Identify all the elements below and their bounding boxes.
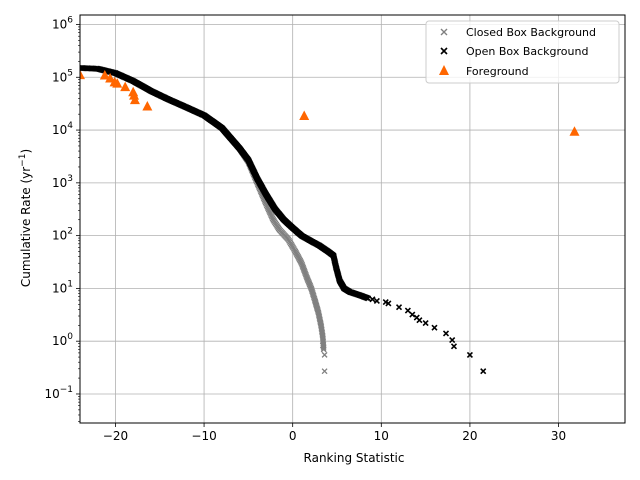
open-box-point xyxy=(373,297,380,304)
series-open-box-background xyxy=(80,64,487,375)
open-box-point xyxy=(364,295,372,302)
y-tick-label: 100 xyxy=(52,332,73,348)
y-tick-label: 103 xyxy=(52,174,73,190)
foreground-point xyxy=(569,126,580,136)
x-tick-label: 0 xyxy=(289,429,297,443)
closed-box-point xyxy=(321,368,328,375)
legend-item-closed-box: Closed Box Background xyxy=(440,26,596,39)
legend-marker-foreground xyxy=(439,65,449,75)
open-box-point xyxy=(449,337,456,344)
foreground-point xyxy=(299,110,310,120)
x-tick-label: 20 xyxy=(462,429,477,443)
x-axis-ticks: −20 −10 0 10 20 30 xyxy=(103,423,566,443)
closed-box-point xyxy=(321,351,328,358)
y-axis-ticks: 10−1 100 101 102 103 104 105 106 xyxy=(44,16,80,422)
open-box-point xyxy=(416,317,423,324)
legend-label-open-box: Open Box Background xyxy=(466,45,588,58)
open-box-point xyxy=(431,324,438,331)
open-box-point xyxy=(385,300,392,307)
axes-frame xyxy=(79,14,626,424)
open-box-point xyxy=(395,304,403,311)
legend-marker-closed-box xyxy=(440,28,448,36)
open-box-point xyxy=(404,307,411,314)
y-axis-label-text: Cumulative Rate (yr xyxy=(19,167,33,287)
legend-box xyxy=(425,20,620,84)
foreground-point xyxy=(129,90,140,100)
x-tick-label: 10 xyxy=(374,429,389,443)
legend: Closed Box Background Open Box Backgroun… xyxy=(425,20,620,84)
open-box-point xyxy=(369,296,376,303)
y-tick-label: 10−1 xyxy=(44,385,73,401)
x-tick-label: −10 xyxy=(191,429,216,443)
legend-marker-open-box xyxy=(440,47,448,55)
legend-item-open-box: Open Box Background xyxy=(440,45,588,58)
open-box-point xyxy=(422,320,429,327)
foreground-point xyxy=(120,81,131,92)
foreground-point xyxy=(99,70,110,80)
closed-box-point xyxy=(319,342,326,349)
y-axis-label: Cumulative Rate (yr−1) xyxy=(18,149,33,287)
y-tick-label: 105 xyxy=(52,68,73,84)
open-box-point xyxy=(409,311,416,318)
open-box-point xyxy=(450,343,458,350)
legend-label-closed-box: Closed Box Background xyxy=(466,26,596,39)
y-tick-label: 104 xyxy=(52,121,73,137)
foreground-point xyxy=(105,72,116,83)
y-axis-label-close: ) xyxy=(19,149,33,154)
foreground-point xyxy=(129,94,140,105)
plot-area xyxy=(80,64,580,375)
foreground-point xyxy=(142,100,153,111)
open-box-point xyxy=(480,368,487,375)
x-tick-label: −20 xyxy=(103,429,128,443)
legend-item-foreground: Foreground xyxy=(439,65,529,78)
foreground-point xyxy=(80,69,85,80)
open-box-point xyxy=(442,330,450,337)
series-foreground xyxy=(80,69,580,136)
y-axis-label-exponent: −1 xyxy=(18,154,28,167)
y-tick-label: 106 xyxy=(52,16,73,32)
plot-frame xyxy=(79,14,626,424)
x-axis-label: Ranking Statistic xyxy=(304,451,405,465)
legend-label-foreground: Foreground xyxy=(466,65,529,78)
open-box-point xyxy=(466,351,473,358)
x-tick-label: 30 xyxy=(551,429,566,443)
foreground-point xyxy=(112,78,123,88)
y-tick-label: 102 xyxy=(52,227,73,243)
y-tick-label: 101 xyxy=(52,279,73,295)
